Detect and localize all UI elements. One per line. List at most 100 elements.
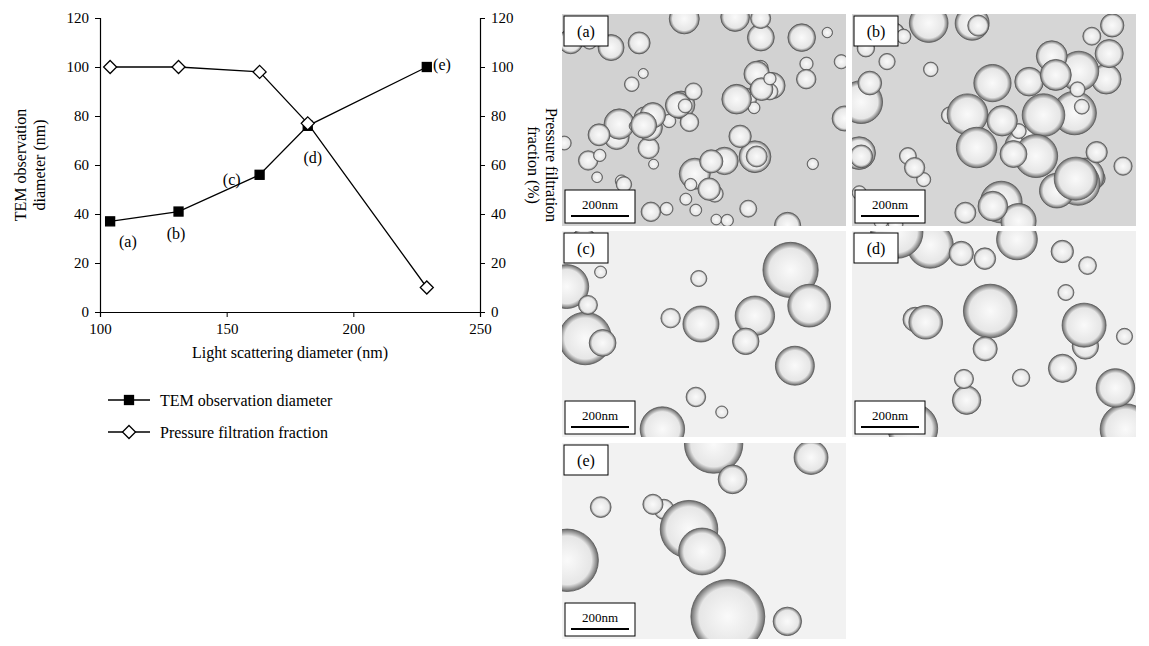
particle (660, 202, 673, 215)
y2-axis-tick-label: 0 (491, 304, 499, 320)
micrograph-panel: (b)200nm (840, 4, 1136, 239)
y2-axis-tick-mark (480, 165, 485, 166)
panel-label-box (564, 16, 608, 46)
micrograph-background (852, 231, 1136, 437)
particle (685, 178, 697, 190)
scale-bar (861, 215, 919, 217)
particle (649, 159, 659, 169)
scale-bar (571, 426, 629, 428)
legend-marker (123, 426, 136, 439)
x-axis-line (101, 313, 481, 318)
x-axis: 100150200250 (89, 312, 492, 337)
particle (592, 172, 603, 183)
particle (1114, 157, 1132, 175)
y2-axis-tick-mark (480, 312, 485, 313)
x-axis-tick-label: 200 (343, 321, 366, 337)
y-axis-title: TEM observationdiameter (nm) (12, 109, 49, 221)
particle (834, 55, 846, 69)
y2-axis-tick: 120 (480, 10, 514, 26)
x-axis-tick-mark (353, 312, 354, 317)
annotation: (b) (167, 225, 186, 243)
particle (740, 200, 757, 217)
panel-label: (b) (867, 23, 886, 41)
particle (978, 191, 1008, 221)
data-point (106, 217, 115, 226)
data-point (172, 61, 185, 74)
micrograph-panel: (e)200nm (536, 415, 846, 646)
particle (1079, 257, 1097, 275)
panel-label: (e) (577, 452, 595, 470)
particle (718, 465, 747, 494)
particles (852, 14, 1132, 226)
particles (562, 14, 846, 226)
particle (1116, 328, 1132, 344)
particle (1100, 404, 1136, 437)
legend-label: TEM observation diameter (160, 392, 333, 409)
particle (968, 15, 989, 36)
panel-label-box (564, 233, 608, 263)
particle (974, 64, 1011, 101)
particle (788, 284, 831, 327)
data-point (104, 61, 117, 74)
particle (698, 178, 720, 200)
particle (997, 231, 1038, 260)
y-axis-tick-mark (95, 18, 100, 19)
scale-bar-box (855, 401, 925, 434)
y-axis-tick-mark (95, 116, 100, 117)
scale-bar-box (565, 603, 635, 636)
x-axis-tick-label: 150 (216, 321, 239, 337)
plot-area (104, 61, 434, 295)
scale-bar-label: 200nm (872, 408, 908, 423)
scale-bar (571, 628, 629, 630)
particle (952, 386, 981, 415)
series-line (110, 67, 427, 221)
y2-axis-tick-label: 120 (491, 10, 514, 26)
y-axis-tick-mark (95, 263, 100, 264)
micrograph-panel: (c)200nm (545, 228, 846, 451)
particle (746, 146, 767, 167)
particle (631, 112, 657, 138)
y-axis-tick-mark (95, 312, 100, 313)
annotation: (d) (303, 149, 322, 167)
particle (1100, 14, 1123, 37)
particle (1070, 82, 1085, 97)
y-axis-tick-mark (95, 214, 100, 215)
y2-axis-tick-mark (480, 214, 485, 215)
particle (1096, 369, 1135, 408)
y2-axis-line (481, 19, 486, 313)
y-axis-tick: 60 (74, 157, 100, 173)
y-axis-tick: 40 (74, 206, 100, 222)
y-axis-tick-label: 40 (74, 206, 89, 222)
y-axis-tick-label: 0 (82, 304, 90, 320)
y2-axis-tick: 40 (480, 206, 506, 222)
particle (1086, 141, 1107, 162)
panel-label: (d) (867, 240, 886, 258)
annotation: (c) (223, 171, 241, 189)
particle (788, 24, 816, 52)
y2-axis-tick-label: 100 (491, 59, 514, 75)
particle (879, 53, 895, 69)
particle (691, 580, 765, 639)
x-axis-tick: 100 (89, 312, 112, 337)
panel-label: (c) (577, 240, 595, 258)
x-axis-title: Light scattering diameter (nm) (192, 344, 388, 362)
y2-axis-tick-label: 60 (491, 157, 506, 173)
particle (578, 295, 597, 314)
particle (1058, 284, 1074, 300)
y2-axis-tick-mark (480, 18, 485, 19)
particle (595, 266, 607, 278)
particle (700, 150, 723, 173)
particle (852, 137, 876, 170)
data-point (301, 117, 314, 130)
particle (822, 27, 832, 37)
particle (643, 494, 663, 514)
particle (773, 607, 801, 635)
y-axis-tick: 0 (82, 304, 101, 320)
particle (909, 14, 948, 42)
particle (832, 106, 846, 131)
y-axis-tick-label: 100 (67, 59, 90, 75)
particle (679, 528, 726, 575)
legend-marker (125, 396, 134, 405)
particle (661, 308, 680, 327)
particle (589, 330, 616, 357)
